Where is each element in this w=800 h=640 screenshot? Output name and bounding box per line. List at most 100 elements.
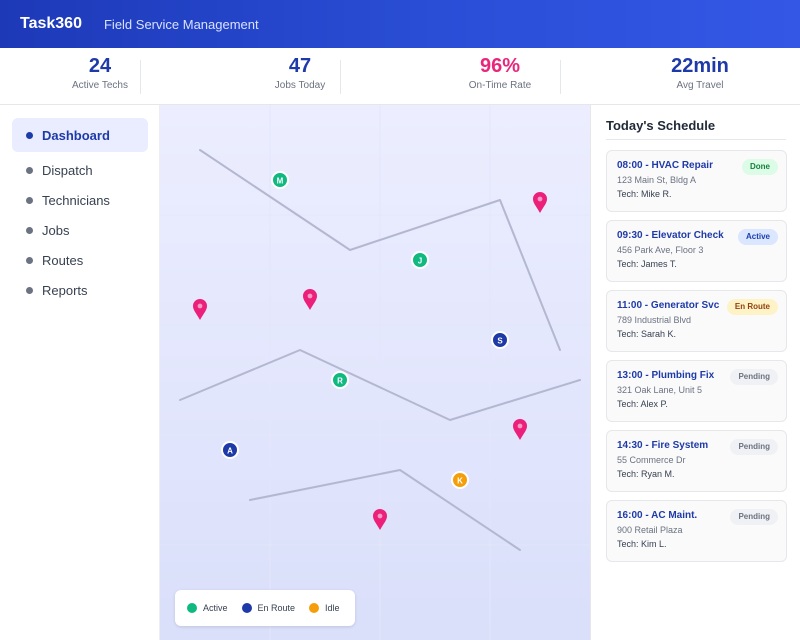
job-pin-icon[interactable] xyxy=(303,289,317,310)
stat-label: On-Time Rate xyxy=(468,80,532,91)
tech-marker-letter: K xyxy=(457,476,463,485)
job-title: 11:00 - Generator Svc xyxy=(617,300,720,311)
job-title: 16:00 - AC Maint. xyxy=(617,510,698,521)
job-address: 900 Retail Plaza xyxy=(617,525,683,535)
job-tech: Tech: Sarah K. xyxy=(617,329,677,339)
job-address: 321 Oak Lane, Unit 5 xyxy=(617,385,703,395)
job-title: 14:30 - Fire System xyxy=(617,440,709,451)
tech-marker-m[interactable]: M xyxy=(271,171,289,189)
sidebar-item-label: Dashboard xyxy=(42,127,110,143)
stat-label: Avg Travel xyxy=(676,80,724,91)
stat-value: 22min xyxy=(671,55,729,77)
sidebar-item-dispatch[interactable]: Dispatch xyxy=(12,153,148,187)
tech-marker-letter: M xyxy=(277,176,284,185)
sidebar-item-label: Reports xyxy=(42,282,88,298)
sidebar-item-technicians[interactable]: Technicians xyxy=(12,183,148,217)
route-line xyxy=(179,349,581,421)
status-dot-icon xyxy=(187,603,197,613)
schedule-card[interactable]: 13:00 - Plumbing Fix 321 Oak Lane, Unit … xyxy=(606,360,787,422)
schedule-card[interactable]: 08:00 - HVAC Repair 123 Main St, Bldg A … xyxy=(606,150,787,212)
stat-value: 24 xyxy=(88,55,112,77)
job-tech: Tech: Alex P. xyxy=(617,399,668,409)
map-view[interactable]: M J S R A K Active En Route xyxy=(160,105,590,640)
tech-marker-letter: J xyxy=(418,256,422,265)
tech-marker-letter: R xyxy=(337,376,343,385)
job-tech: Tech: James T. xyxy=(617,259,677,269)
job-tech: Tech: Kim L. xyxy=(617,539,667,549)
map-grid xyxy=(160,105,590,640)
route-line xyxy=(249,469,521,551)
job-address: 123 Main St, Bldg A xyxy=(617,175,697,185)
app-subtitle: Field Service Management xyxy=(103,16,259,32)
map-legend: Active En Route Idle xyxy=(175,590,355,626)
bullet-icon xyxy=(26,131,33,139)
schedule-card[interactable]: 09:30 - Elevator Check 456 Park Ave, Flo… xyxy=(606,220,787,282)
stat-value: 47 xyxy=(288,55,312,77)
status-badge: Pending xyxy=(730,509,778,525)
status-badge: En Route xyxy=(726,299,778,315)
tech-marker-s[interactable]: S xyxy=(491,331,509,349)
schedule-card[interactable]: 11:00 - Generator Svc 789 Industrial Blv… xyxy=(606,290,787,352)
job-pin-icon[interactable] xyxy=(533,192,547,213)
legend-item-idle: Idle xyxy=(309,603,340,613)
tech-marker-letter: S xyxy=(497,336,503,345)
legend-label: Active xyxy=(203,603,228,613)
job-address: 789 Industrial Blvd xyxy=(617,315,692,325)
job-address: 456 Park Ave, Floor 3 xyxy=(617,245,704,255)
legend-label: Idle xyxy=(325,603,340,613)
stat-divider xyxy=(560,60,561,94)
tech-marker-k[interactable]: K xyxy=(451,471,469,489)
sidebar-item-jobs[interactable]: Jobs xyxy=(12,213,148,247)
job-address: 55 Commerce Dr xyxy=(617,455,686,465)
stat-label: Jobs Today xyxy=(274,80,326,91)
schedule-title: Today's Schedule xyxy=(606,118,716,133)
status-badge: Active xyxy=(737,229,778,245)
sidebar-item-dashboard[interactable]: Dashboard xyxy=(12,118,148,152)
job-pin-icon[interactable] xyxy=(513,419,527,440)
job-tech: Tech: Ryan M. xyxy=(617,469,675,479)
legend-item-en-route: En Route xyxy=(241,603,296,613)
job-pin-icon[interactable] xyxy=(193,299,207,320)
tech-marker-letter: A xyxy=(227,446,233,455)
stat-divider xyxy=(340,60,341,94)
stats-bar: 24 Active Techs 47 Jobs Today 96% On-Tim… xyxy=(0,48,800,105)
stat-on-time-rate: 96% On-Time Rate xyxy=(400,48,600,104)
tech-marker-j[interactable]: J xyxy=(411,251,429,269)
stat-label: Active Techs xyxy=(72,80,128,91)
stat-active-techs: 24 Active Techs xyxy=(0,48,200,104)
sidebar-item-routes[interactable]: Routes xyxy=(12,243,148,277)
job-tech: Tech: Mike R. xyxy=(617,189,672,199)
sidebar-item-label: Dispatch xyxy=(42,162,93,178)
legend-item-active: Active xyxy=(187,603,228,613)
sidebar-item-label: Technicians xyxy=(42,192,110,208)
divider xyxy=(606,139,786,140)
schedule-card[interactable]: 14:30 - Fire System 55 Commerce Dr Tech:… xyxy=(606,430,787,492)
status-badge: Pending xyxy=(730,439,778,455)
stat-jobs-today: 47 Jobs Today xyxy=(200,48,400,104)
status-dot-icon xyxy=(241,603,252,613)
bullet-icon xyxy=(26,166,33,174)
bullet-icon xyxy=(26,286,33,294)
sidebar-item-label: Routes xyxy=(42,252,84,268)
job-title: 13:00 - Plumbing Fix xyxy=(617,370,715,381)
legend-label: En Route xyxy=(257,603,296,613)
brand-logo-text[interactable]: Task360 xyxy=(20,15,82,32)
tech-marker-a[interactable]: A xyxy=(221,441,239,459)
status-badge: Pending xyxy=(730,369,778,385)
map-canvas[interactable]: M J S R A K xyxy=(160,105,590,640)
app-header: Task360 Field Service Management xyxy=(0,0,800,48)
status-badge: Done xyxy=(742,159,778,175)
sidebar-item-reports[interactable]: Reports xyxy=(12,273,148,307)
bullet-icon xyxy=(26,196,33,204)
bullet-icon xyxy=(26,256,33,264)
schedule-panel: Today's Schedule 08:00 - HVAC Repair 123… xyxy=(590,105,800,640)
job-pin-icon[interactable] xyxy=(373,509,387,530)
sidebar-item-label: Jobs xyxy=(42,222,70,238)
stat-avg-travel: 22min Avg Travel xyxy=(600,48,800,104)
schedule-card[interactable]: 16:00 - AC Maint. 900 Retail Plaza Tech:… xyxy=(606,500,787,562)
sidebar-nav: Dashboard Dispatch Technicians Jobs Rout… xyxy=(0,105,160,640)
tech-marker-r[interactable]: R xyxy=(331,371,349,389)
job-title: 08:00 - HVAC Repair xyxy=(617,160,713,171)
stat-value: 96% xyxy=(479,55,521,77)
job-title: 09:30 - Elevator Check xyxy=(617,230,724,241)
